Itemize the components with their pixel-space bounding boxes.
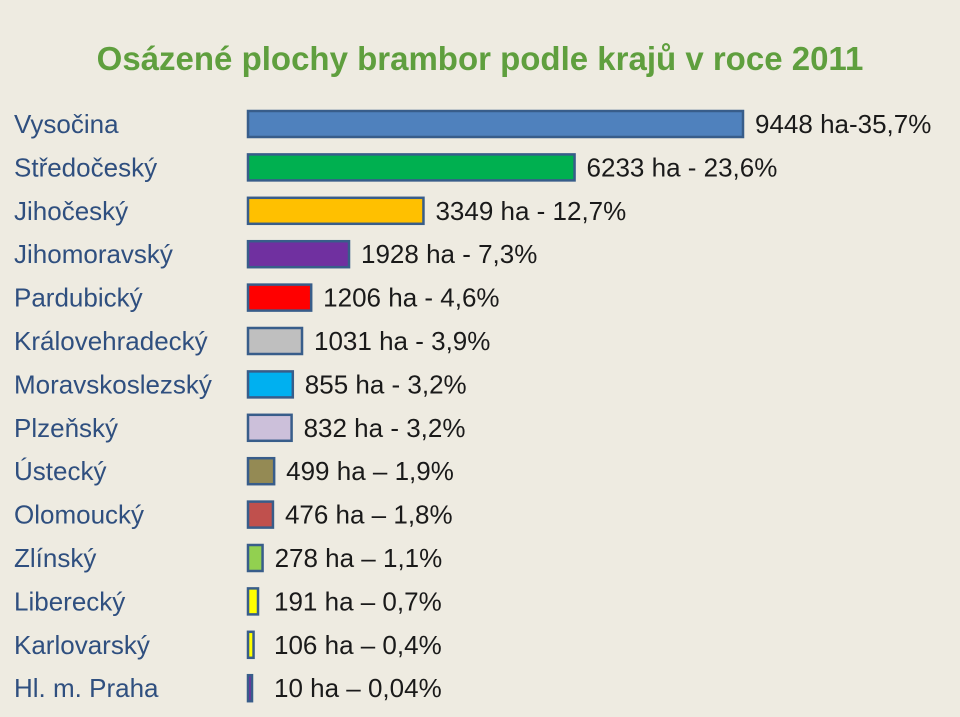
category-label: Středočeský [14,152,157,182]
category-label: Zlínský [14,543,96,573]
bar [246,673,254,703]
bar [246,543,264,573]
category-label: Moravskoslezský [14,369,212,399]
category-label: Hl. m. Praha [14,673,159,703]
bar [246,283,313,312]
bar [246,370,295,399]
data-label: 499 ha – 1,9% [286,456,454,486]
data-label: 9448 ha-35,7% [755,109,931,139]
data-label: 278 ha – 1,1% [275,543,443,573]
data-label: 106 ha – 0,4% [274,630,442,660]
data-label: 476 ha – 1,8% [285,500,453,530]
bar [246,326,304,356]
category-label: Královehradecký [14,326,208,356]
category-label: Liberecký [14,586,125,616]
data-label: 191 ha – 0,7% [274,586,442,616]
data-label: 832 ha - 3,2% [304,413,466,443]
category-label: Jihomoravský [14,239,173,269]
category-label: Olomoucký [14,500,144,530]
bar [246,153,576,182]
category-label: Karlovarský [14,630,150,660]
category-label: Jihočeský [14,196,128,226]
data-label: 6233 ha - 23,6% [587,152,778,182]
category-label: Ústecký [14,456,106,486]
data-label: 1031 ha - 3,9% [314,326,490,356]
chart-title: Osázené plochy brambor podle krajů v roc… [96,40,864,77]
data-label: 855 ha - 3,2% [305,369,467,399]
data-label: 3349 ha - 12,7% [435,196,626,226]
category-label: Vysočina [14,109,119,139]
data-label: 10 ha – 0,04% [274,673,442,703]
bar [246,630,255,660]
category-label: Plzeňský [14,413,118,443]
category-label: Pardubický [14,283,143,313]
bar [246,239,351,269]
bar [246,456,276,486]
bar [246,587,260,616]
data-label: 1206 ha - 4,6% [323,283,499,313]
data-label: 1928 ha - 7,3% [361,239,537,269]
bar [246,196,425,226]
bar [246,500,275,529]
bar [246,413,293,443]
bar [246,109,745,139]
